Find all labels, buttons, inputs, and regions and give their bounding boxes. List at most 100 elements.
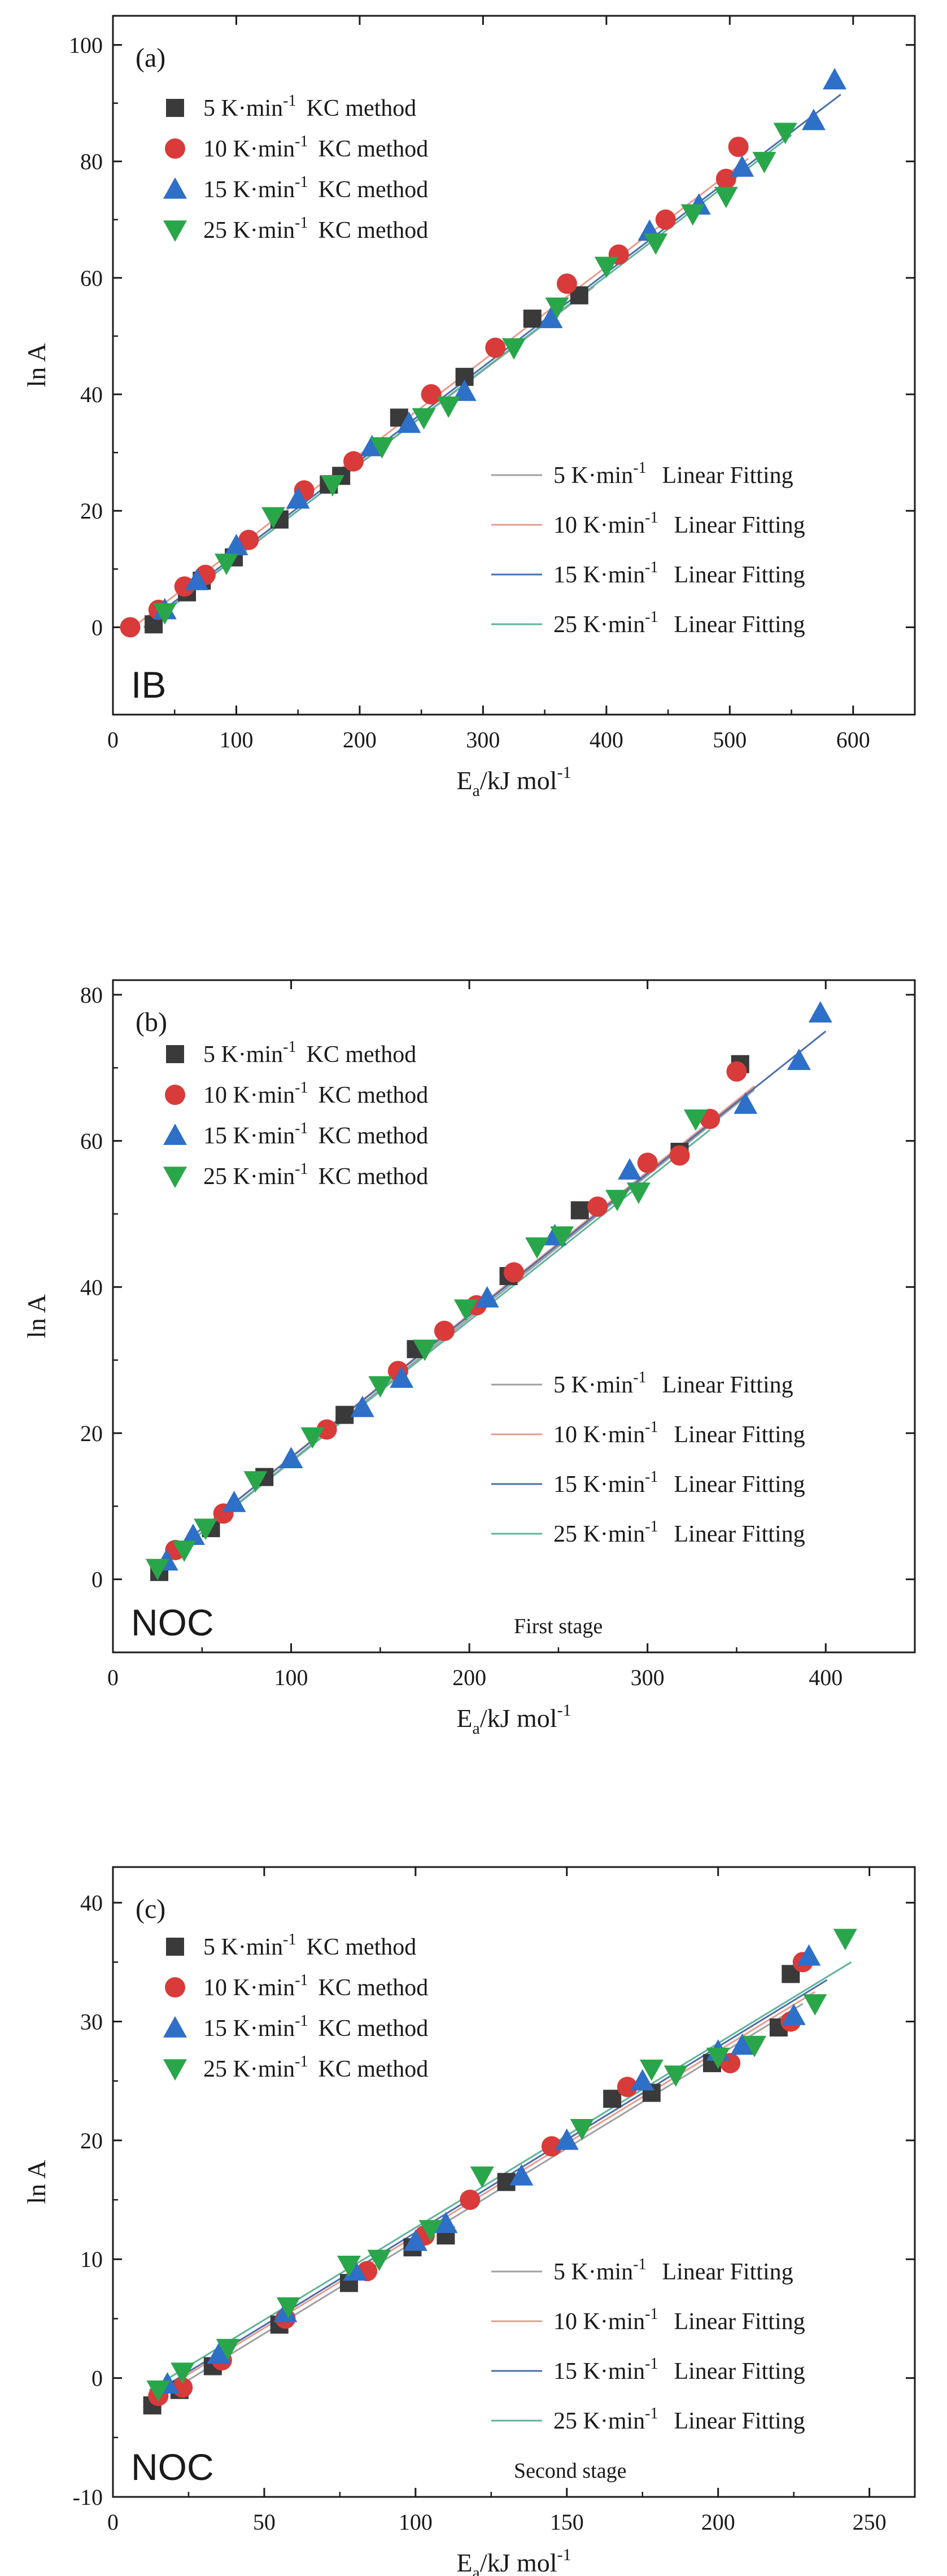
data-point-15k <box>823 68 846 90</box>
x-tick-label: 400 <box>590 727 623 752</box>
y-tick-label: 0 <box>91 1567 103 1592</box>
data-point-15k <box>279 1447 303 1469</box>
data-point-10k <box>120 617 141 638</box>
data-point-15k <box>397 411 421 433</box>
x-tick-label: 500 <box>713 727 747 752</box>
data-point-15k <box>452 379 477 401</box>
data-point-10k <box>238 529 259 550</box>
data-point-25k <box>470 2166 494 2188</box>
data-point-25k <box>194 1518 218 1541</box>
x-tick-label: 300 <box>466 727 500 752</box>
y-tick-label: 20 <box>80 1421 103 1446</box>
y-axis-label: ln A <box>22 1294 51 1338</box>
legend-fit-entry: 5 K·min-1 Linear Fitting <box>553 459 793 489</box>
data-point-25k <box>594 256 618 279</box>
legend-fit-entry: 10 K·min-1 Linear Fitting <box>553 2305 805 2335</box>
x-axis-label: Ea/kJ mol-1 <box>456 2545 571 2576</box>
data-point-25k <box>368 1376 392 1398</box>
panel-b: 0 100 200 300 400 0 20 40 60 80 Ea/kJ mol-1 ln A (b)… <box>22 979 916 1738</box>
legend-marker <box>163 177 187 199</box>
y-tick-label: 40 <box>80 1274 103 1300</box>
data-point-25k <box>545 297 569 319</box>
sample-label: NOC <box>131 2446 214 2488</box>
legend-entry: 25 K·min-1 KC method <box>203 214 428 243</box>
legend-fit-entry: 25 K·min-1 Linear Fitting <box>553 2405 805 2434</box>
data-point-10k <box>343 451 364 472</box>
data-point-15k <box>782 2003 806 2025</box>
data-point-10k <box>460 2190 481 2211</box>
legend-entry: 25 K·min-1 KC method <box>203 1160 428 1190</box>
data-point-15k <box>475 1286 499 1308</box>
data-point-15k <box>390 1366 414 1388</box>
data-point-25k <box>437 396 461 418</box>
data-point-25k <box>550 1226 574 1248</box>
y-tick-label: 100 <box>69 33 103 58</box>
legend-fit-entry: 15 K·min-1 Linear Fitting <box>553 2355 805 2384</box>
legend-fit-entry: 10 K·min-1 Linear Fitting <box>553 509 805 538</box>
plot-frame <box>112 15 916 716</box>
panel-label: (c) <box>136 1894 165 1924</box>
legend-fit-entry: 10 K·min-1 Linear Fitting <box>553 1418 805 1448</box>
legend-entry: 5 K·min-1 KC method <box>203 92 416 121</box>
data-point-25k <box>525 1237 549 1259</box>
legend-marker <box>165 1977 185 1998</box>
data-point-25k <box>276 2297 300 2319</box>
y-tick-label: 40 <box>80 382 103 407</box>
y-tick-label: 20 <box>80 2128 103 2153</box>
data-point-15k <box>286 487 310 509</box>
data-point-10k <box>485 337 506 358</box>
x-tick-label: 200 <box>343 727 377 752</box>
legend-marker <box>163 2059 187 2081</box>
legend-entry: 10 K·min-1 KC method <box>203 1079 428 1108</box>
x-tick-label: 100 <box>219 727 253 752</box>
data-point-10k <box>669 1145 690 1166</box>
legend-fit-entry: 15 K·min-1 Linear Fitting <box>553 1468 805 1498</box>
legend-marker <box>163 1124 187 1145</box>
x-tick-label: 0 <box>107 1665 119 1690</box>
data-point-15k <box>403 2229 427 2251</box>
sample-label: NOC <box>131 1602 214 1643</box>
data-point-10k <box>728 136 749 157</box>
data-point-10k <box>504 1262 524 1283</box>
data-point-5k <box>570 1201 589 1220</box>
data-point-10k <box>556 273 577 294</box>
x-tick-label: 300 <box>631 1665 665 1690</box>
data-point-25k <box>714 186 738 208</box>
data-point-25k <box>664 2065 688 2087</box>
data-point-10k <box>434 1320 455 1341</box>
data-point-25k <box>337 2255 361 2277</box>
panel-a: 0 100 200 300 400 500 600 0 20 40 60 80 100 Ea/kJ mol… <box>22 15 916 800</box>
data-point-25k <box>833 1929 857 1951</box>
y-tick-label: 60 <box>80 266 103 291</box>
data-point-25k <box>683 1109 708 1131</box>
legend-fit-entry: 25 K·min-1 Linear Fitting <box>553 608 805 638</box>
data-point-10k <box>617 2077 638 2098</box>
legend-marker <box>165 138 185 159</box>
data-point-15k <box>350 1395 374 1417</box>
data-point-25k <box>172 1541 197 1562</box>
data-point-25k <box>453 1299 478 1321</box>
legend-fit-entry: 5 K·min-1 Linear Fitting <box>553 2256 793 2285</box>
data-point-25k <box>214 554 238 575</box>
data-point-5k <box>335 1406 354 1424</box>
data-point-25k <box>243 1471 268 1493</box>
legend-marker <box>163 1167 187 1188</box>
data-point-5k <box>603 2090 622 2108</box>
data-point-15k <box>797 1944 821 1966</box>
data-point-10k <box>174 576 195 597</box>
data-point-25k <box>367 2249 391 2272</box>
data-point-25k <box>418 2220 443 2242</box>
legend-entry: 15 K·min-1 KC method <box>203 2012 428 2042</box>
data-point-25k <box>626 1182 651 1204</box>
data-point-15k <box>730 155 754 177</box>
legend-entry: 10 K·min-1 KC method <box>203 133 428 162</box>
data-point-25k <box>300 1427 325 1449</box>
data-point-25k <box>644 233 668 255</box>
fit-line-25k <box>155 134 792 620</box>
data-point-15k <box>630 2069 654 2091</box>
data-point-25k <box>743 2035 766 2057</box>
data-point-15k <box>730 2033 754 2055</box>
y-tick-label: 80 <box>80 149 103 175</box>
